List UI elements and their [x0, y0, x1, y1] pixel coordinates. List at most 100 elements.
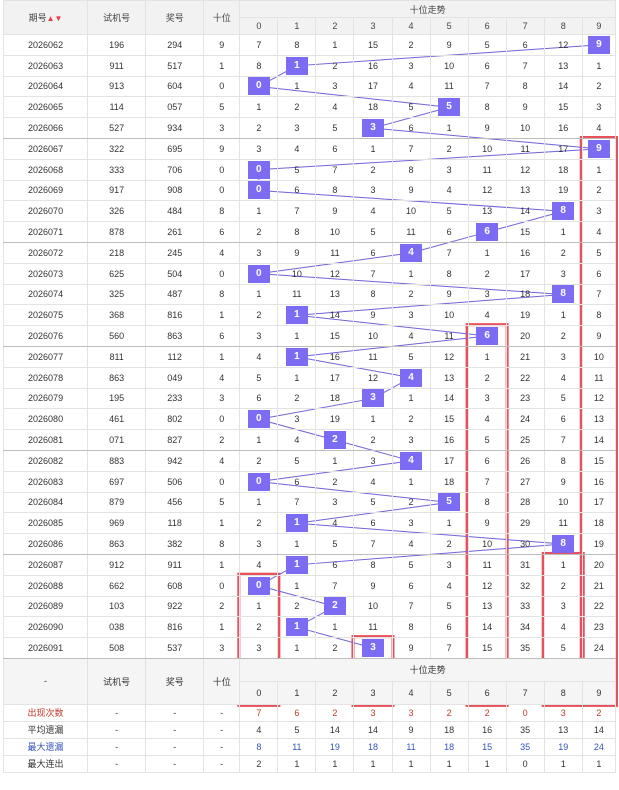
miss-count-cell: 15 [543, 96, 583, 119]
cell-tens: 3 [203, 387, 241, 410]
table-row: 2026074 325 487 8 1 11 13 8 2 9 3 18 8 7 [2, 283, 617, 306]
hit-cell: 0 [239, 75, 279, 98]
cell-period: 2026079 [2, 387, 89, 410]
cell-tens: 8 [203, 533, 241, 555]
miss-count-cell: 19 [581, 533, 617, 555]
miss-count-cell: 7 [239, 34, 279, 56]
hit-cell: 1 [277, 616, 317, 639]
miss-count-cell: 17 [315, 366, 355, 389]
hit-cell: 2 [315, 595, 355, 618]
cell-prize: 294 [145, 34, 205, 56]
stats-value: 19 [543, 737, 583, 756]
table-row: 2026065 114 057 5 1 2 4 18 5 5 8 9 15 3 [2, 96, 617, 119]
table-row: 2026086 863 382 8 3 1 5 7 4 2 10 30 8 19 [2, 533, 617, 555]
miss-count-cell: 18 [353, 96, 393, 119]
stats-value: 18 [429, 720, 469, 739]
cell-tens: 3 [203, 637, 241, 659]
hit-cell: 0 [239, 262, 279, 285]
cell-tens: 1 [203, 616, 241, 639]
miss-count-cell: 31 [505, 553, 545, 576]
cell-tens: 1 [203, 345, 241, 368]
miss-count-cell: 6 [353, 512, 393, 535]
digit-header-8: 8 [543, 17, 583, 35]
hit-cell: 5 [429, 96, 469, 119]
miss-count-cell: 1 [467, 241, 507, 264]
miss-count-cell: 12 [315, 262, 355, 285]
stats-value: 3 [391, 703, 431, 722]
miss-count-cell: 11 [429, 75, 469, 98]
miss-count-cell: 12 [467, 179, 507, 202]
miss-count-cell: 5 [315, 533, 355, 555]
miss-count-cell: 8 [391, 158, 431, 181]
cell-tens: 0 [203, 75, 241, 98]
miss-count-cell: 15 [467, 637, 507, 659]
miss-count-cell: 22 [505, 366, 545, 389]
stats-value: 8 [239, 737, 279, 756]
tens-header: 十位 [203, 0, 241, 35]
winning-digit-ball: 1 [285, 56, 308, 75]
table-row: 2026081 071 827 2 1 4 2 2 3 16 5 25 7 14 [2, 429, 617, 451]
miss-count-cell: 18 [429, 470, 469, 493]
miss-count-cell: 12 [543, 34, 583, 56]
miss-count-cell: 8 [277, 34, 317, 56]
miss-count-cell: 1 [429, 117, 469, 139]
cell-trial: 662 [87, 574, 147, 597]
cell-prize: 934 [145, 117, 205, 139]
hit-cell: 1 [277, 512, 317, 535]
miss-count-cell: 12 [467, 574, 507, 597]
digit-header-5: 5 [429, 17, 469, 35]
sort-arrows-icon[interactable]: ▲▼ [46, 14, 63, 23]
hit-cell: 8 [543, 200, 583, 223]
stats-dash: - [145, 754, 205, 773]
miss-count-cell: 7 [505, 54, 545, 77]
cell-trial: 508 [87, 637, 147, 659]
footer-digit-4: 4 [391, 680, 431, 705]
digit-header-6: 6 [467, 17, 507, 35]
footer-digit-7: 7 [505, 680, 545, 705]
miss-count-cell: 2 [467, 366, 507, 389]
miss-count-cell: 1 [277, 325, 317, 347]
miss-count-cell: 6 [505, 34, 545, 56]
cell-prize: 827 [145, 429, 205, 451]
miss-count-cell: 1 [391, 387, 431, 410]
miss-count-cell: 6 [429, 221, 469, 243]
footer-digit-9: 9 [581, 680, 617, 705]
miss-count-cell: 3 [353, 449, 393, 472]
miss-count-cell: 1 [277, 637, 317, 659]
miss-count-cell: 8 [543, 449, 583, 472]
miss-count-cell: 2 [391, 408, 431, 431]
miss-count-cell: 5 [353, 491, 393, 514]
footer-tens: 十位 [203, 657, 241, 705]
miss-count-cell: 5 [277, 449, 317, 472]
miss-count-cell: 1 [315, 34, 355, 56]
cell-period: 2026063 [2, 54, 89, 77]
cell-period: 2026066 [2, 117, 89, 139]
miss-count-cell: 14 [315, 304, 355, 327]
stats-value: 2 [581, 703, 617, 722]
miss-count-cell: 3 [315, 75, 355, 98]
period-header[interactable]: 期号▲▼ [2, 0, 89, 35]
cell-trial: 863 [87, 366, 147, 389]
miss-count-cell: 25 [505, 429, 545, 451]
miss-count-cell: 17 [429, 449, 469, 472]
miss-count-cell: 32 [505, 574, 545, 597]
stats-dash: - [145, 703, 205, 722]
miss-count-cell: 2 [239, 304, 279, 327]
miss-count-cell: 2 [315, 637, 355, 659]
trend-header: 十位走势 [239, 0, 616, 18]
miss-count-cell: 7 [277, 200, 317, 223]
cell-period: 2026088 [2, 574, 89, 597]
cell-period: 2026068 [2, 158, 89, 181]
miss-count-cell: 17 [353, 75, 393, 98]
miss-count-cell: 20 [581, 553, 617, 576]
stats-value: 4 [239, 720, 279, 739]
miss-count-cell: 3 [239, 533, 279, 555]
miss-count-cell: 2 [391, 34, 431, 56]
stats-value: 1 [391, 754, 431, 773]
miss-count-cell: 16 [353, 54, 393, 77]
cell-period: 2026075 [2, 304, 89, 327]
miss-count-cell: 5 [543, 387, 583, 410]
winning-digit-ball: 8 [552, 535, 575, 554]
winning-digit-ball: 2 [323, 597, 346, 616]
